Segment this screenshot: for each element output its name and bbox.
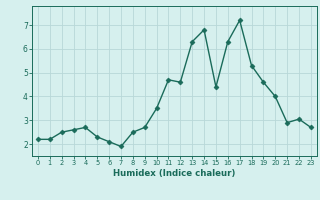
X-axis label: Humidex (Indice chaleur): Humidex (Indice chaleur) [113,169,236,178]
